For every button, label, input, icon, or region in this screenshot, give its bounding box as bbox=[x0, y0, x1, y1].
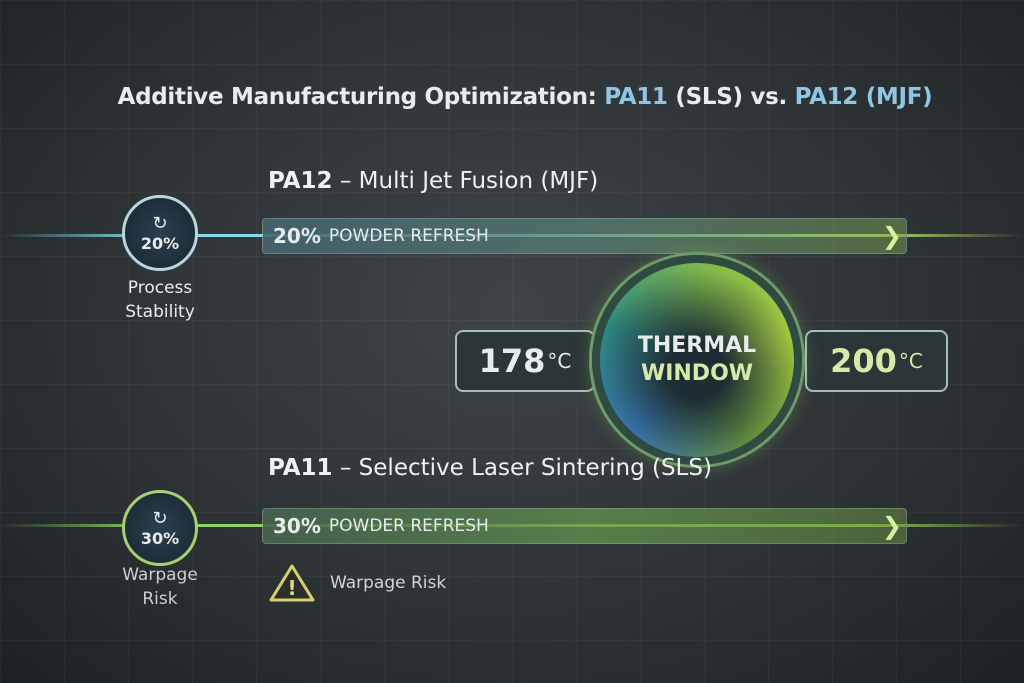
pa11-heading: PA11 – Selective Laser Sintering (SLS) bbox=[268, 455, 712, 481]
pa11-label: Warpage Risk bbox=[122, 565, 198, 609]
arrow-right-icon: ❯ bbox=[881, 222, 902, 250]
pa12-powder-refresh-bar: 20% POWDER REFRESH ❯ bbox=[262, 218, 907, 254]
thermal-window-gauge: THERMAL WINDOW bbox=[592, 255, 802, 465]
powder-refresh-icon: ↻ bbox=[152, 213, 168, 234]
pa12-stability-badge: ↻ 20% bbox=[122, 195, 198, 271]
pa12-heading: PA12 – Multi Jet Fusion (MJF) bbox=[268, 168, 599, 194]
pa12-label: Process Stability bbox=[125, 278, 195, 322]
warpage-risk-note: Warpage Risk bbox=[330, 573, 447, 593]
thermal-max-box: 200 °C bbox=[805, 330, 948, 392]
powder-refresh-icon: ↻ bbox=[152, 508, 168, 529]
svg-text:!: ! bbox=[287, 576, 296, 600]
warning-icon: ! bbox=[268, 563, 316, 603]
pa11-powder-refresh-bar: 30% POWDER REFRESH ❯ bbox=[262, 508, 907, 544]
thermal-min-box: 178 °C bbox=[455, 330, 595, 392]
arrow-right-icon: ❯ bbox=[881, 512, 902, 540]
page-title: Additive Manufacturing Optimization: PA1… bbox=[117, 84, 933, 110]
pa11-warpage-badge: ↻ 30% bbox=[122, 490, 198, 566]
